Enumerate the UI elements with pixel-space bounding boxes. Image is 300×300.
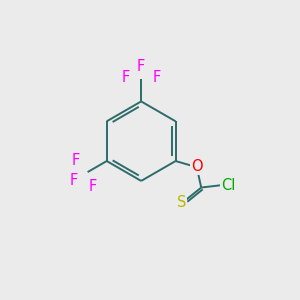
Text: Cl: Cl [221,178,236,193]
Text: F: F [89,179,97,194]
Text: F: F [71,153,80,168]
Text: F: F [69,173,78,188]
Text: S: S [177,195,186,210]
Text: F: F [122,70,130,86]
Text: O: O [192,159,203,174]
Text: F: F [152,70,160,86]
Text: F: F [137,59,145,74]
